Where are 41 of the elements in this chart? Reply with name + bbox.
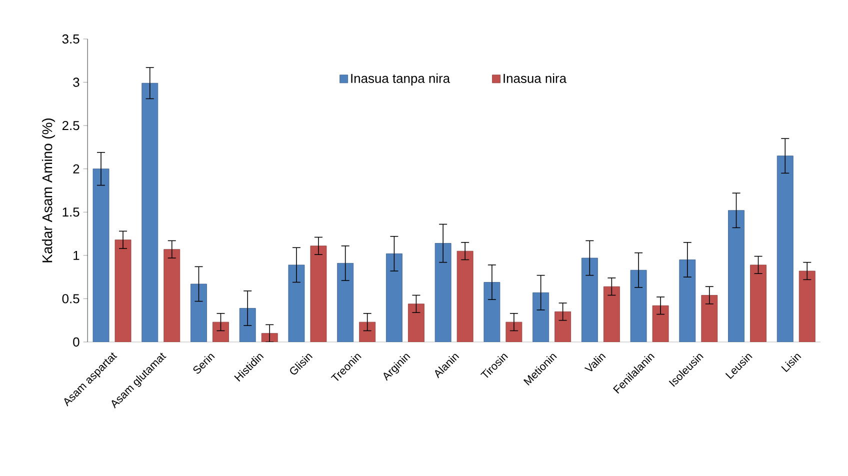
bar <box>164 249 180 342</box>
bar <box>701 295 718 342</box>
bar <box>456 250 474 342</box>
x-tick-label: Valin <box>584 354 606 372</box>
bar <box>581 258 598 342</box>
y-tick-label: 0 <box>73 337 80 347</box>
y-tick-label: 3 <box>73 78 80 87</box>
bar <box>142 82 158 342</box>
y-tick-label: 2.5 <box>62 120 80 130</box>
y-tick-label: 1 <box>74 250 80 260</box>
bar <box>386 253 402 342</box>
bar <box>506 322 522 342</box>
bar <box>554 311 572 342</box>
bar <box>408 304 424 342</box>
bar <box>288 264 305 342</box>
bar <box>728 210 744 342</box>
bar <box>750 264 766 342</box>
bar <box>310 246 327 342</box>
bar <box>92 168 110 342</box>
bar <box>190 284 207 342</box>
bar <box>359 322 376 342</box>
bar <box>484 282 500 342</box>
legend-label: Inasua tanpa nira <box>351 73 450 86</box>
bar <box>337 263 354 342</box>
bar <box>603 286 620 342</box>
y-tick-label: 2 <box>73 164 80 174</box>
y-tick-label: 0.5 <box>62 294 80 304</box>
bar <box>434 243 452 342</box>
y-tick-label: 3.5 <box>62 34 80 44</box>
bar <box>652 305 669 342</box>
y-tick-label: 1.5 <box>62 208 80 217</box>
x-tick-label: Lisin <box>781 354 802 372</box>
y-axis-title: Kadar Asam Amino (%) <box>42 118 55 262</box>
bar <box>679 260 696 342</box>
bar <box>212 322 229 342</box>
bar <box>630 270 647 342</box>
legend-label: Inasua nira <box>504 73 567 83</box>
bar <box>532 292 550 342</box>
bar <box>114 240 132 342</box>
bar <box>776 156 794 342</box>
bar <box>798 270 816 342</box>
